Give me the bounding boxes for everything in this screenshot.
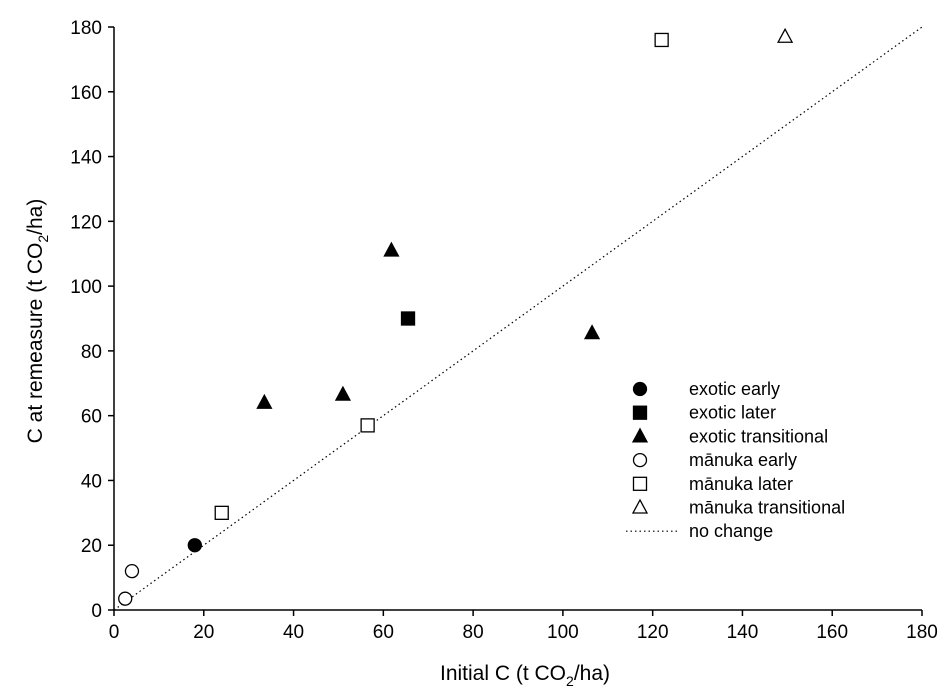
x-axis: 0 20 40 60 80 100 120 140 160 180 — [109, 610, 938, 643]
y-tick-label: 60 — [81, 407, 102, 428]
x-tick-label: 140 — [727, 622, 759, 643]
point-exotic-transitional — [334, 385, 352, 401]
x-tick-label: 0 — [109, 622, 120, 643]
x-tick-label: 180 — [906, 622, 938, 643]
point-exotic-transitional — [256, 393, 273, 409]
point-manuka-transitional — [777, 27, 794, 43]
y-tick-label: 80 — [81, 342, 102, 363]
y-tick-label: 40 — [81, 471, 102, 492]
legend-marker-manuka-later — [632, 476, 648, 491]
x-axis-title: Initial C (t CO2/ha) — [440, 662, 610, 689]
y-axis: 0 20 40 60 80 100 120 140 160 180 — [70, 18, 114, 622]
y-tick-label: 0 — [91, 601, 102, 622]
x-tick-label: 100 — [547, 622, 579, 643]
point-manuka-early — [118, 591, 133, 606]
y-tick-label: 160 — [70, 83, 102, 104]
legend-marker-exotic-early — [632, 381, 648, 397]
legend-label-manuka-later: mānuka later — [689, 474, 793, 494]
legend-marker-exotic-transitional — [631, 427, 649, 443]
series-layer — [113, 26, 923, 611]
point-manuka-later — [654, 32, 669, 48]
point-manuka-later — [360, 418, 375, 433]
x-tick-label: 80 — [463, 622, 484, 643]
point-manuka-later — [214, 505, 229, 520]
point-exotic-later — [400, 311, 416, 326]
y-tick-label: 140 — [70, 148, 102, 169]
legend: exotic early exotic later exotic transitio… — [626, 379, 845, 541]
no-change-line — [113, 26, 923, 611]
y-tick-label: 100 — [70, 277, 102, 298]
legend-marker-manuka-transitional — [631, 498, 649, 514]
y-axis-title: C at remeasure (t CO2/ha) — [24, 199, 51, 444]
x-tick-label: 20 — [193, 622, 214, 643]
y-tick-label: 120 — [70, 212, 102, 233]
point-exotic-transitional — [383, 241, 400, 257]
legend-label-manuka-transitional: mānuka transitional — [689, 498, 845, 518]
x-tick-label: 40 — [283, 622, 304, 643]
legend-marker-manuka-early — [632, 452, 648, 468]
x-tick-label: 160 — [816, 622, 848, 643]
y-tick-label: 180 — [70, 18, 102, 39]
x-tick-label: 120 — [637, 622, 669, 643]
legend-label-exotic-early: exotic early — [689, 379, 780, 399]
point-exotic-early — [187, 538, 202, 553]
point-manuka-early — [124, 563, 140, 579]
plot-area — [113, 27, 922, 611]
legend-label-no-change: no change — [689, 521, 773, 541]
legend-label-exotic-later: exotic later — [689, 403, 776, 423]
legend-label-exotic-transitional: exotic transitional — [689, 426, 828, 446]
point-exotic-transitional — [583, 324, 601, 340]
x-tick-label: 60 — [373, 622, 394, 643]
legend-marker-exotic-later — [632, 405, 648, 420]
legend-label-manuka-early: mānuka early — [689, 450, 797, 470]
y-tick-label: 20 — [81, 536, 102, 557]
